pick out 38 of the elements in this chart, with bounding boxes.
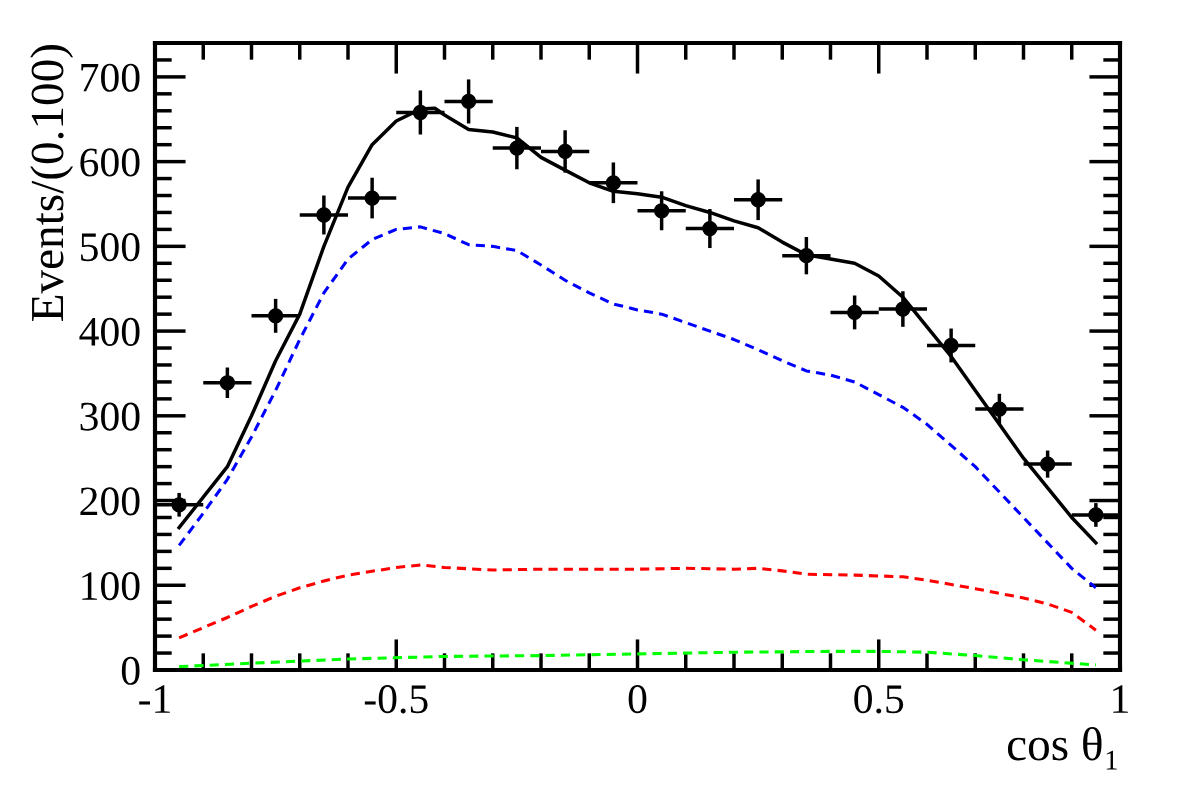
line-series bbox=[177, 225, 1098, 590]
point bbox=[412, 104, 429, 121]
point bbox=[895, 301, 911, 317]
point bbox=[1088, 507, 1104, 523]
point bbox=[798, 248, 815, 264]
y-tick-label: 500 bbox=[81, 233, 140, 262]
point bbox=[605, 175, 622, 191]
point bbox=[991, 401, 1008, 417]
y-tick-label: 0 bbox=[121, 656, 140, 685]
y-tick-label: 100 bbox=[82, 572, 140, 601]
x-tick-label: 1 bbox=[1113, 685, 1128, 713]
point bbox=[557, 143, 573, 160]
line-series bbox=[177, 649, 1098, 669]
point bbox=[460, 93, 477, 110]
y-tick-label: 400 bbox=[79, 317, 140, 346]
point bbox=[1039, 456, 1056, 472]
point bbox=[219, 375, 236, 391]
point bbox=[509, 140, 525, 156]
point bbox=[653, 203, 670, 219]
x-tick-label: 0 bbox=[628, 685, 647, 714]
point bbox=[364, 190, 380, 206]
x-axis-title: cos θ₁ bbox=[1007, 726, 1117, 770]
y-tick-label: 300 bbox=[80, 402, 140, 431]
point bbox=[267, 308, 284, 324]
point bbox=[171, 497, 187, 513]
point bbox=[702, 220, 718, 237]
y-axis-title: Events/(0.100) bbox=[30, 45, 74, 321]
point bbox=[846, 304, 863, 321]
y-tick-label: 700 bbox=[81, 63, 140, 92]
point bbox=[943, 337, 959, 354]
point bbox=[316, 207, 332, 223]
x-tick-label: 0.5 bbox=[854, 685, 904, 714]
y-tick-label: 600 bbox=[80, 148, 140, 177]
x-tick-label: -0.5 bbox=[364, 685, 428, 714]
x-tick-label: -1 bbox=[139, 685, 170, 713]
line-series bbox=[177, 563, 1098, 640]
point bbox=[750, 192, 766, 208]
y-tick-label: 200 bbox=[80, 487, 140, 516]
